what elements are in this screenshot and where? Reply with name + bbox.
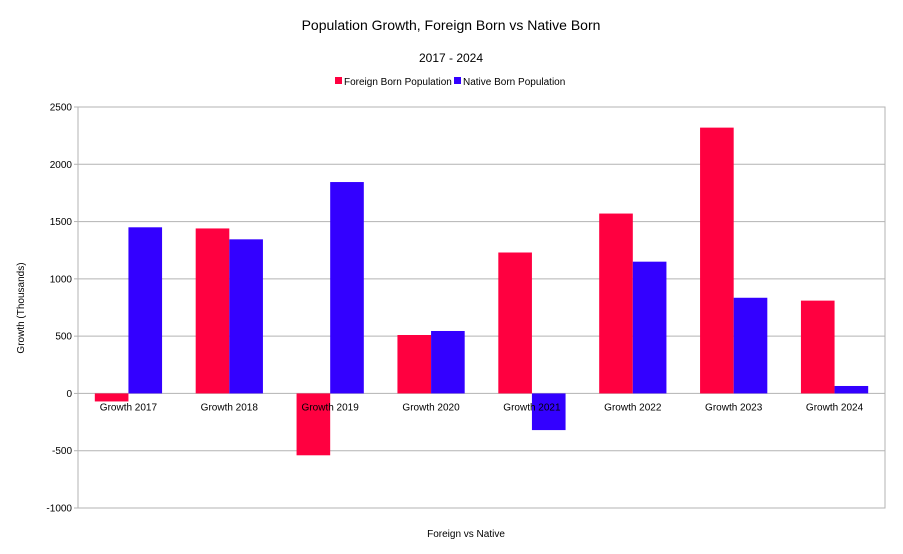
legend-swatch-native <box>454 77 461 84</box>
bar-foreign <box>700 127 734 394</box>
x-tick-label: Growth 2021 <box>503 402 561 413</box>
y-tick-label: 500 <box>55 332 72 343</box>
y-tick-label: 0 <box>66 389 72 400</box>
y-tick-label: 1500 <box>50 217 73 228</box>
x-tick-label: Growth 2023 <box>705 402 763 413</box>
x-tick-label: Growth 2024 <box>806 402 864 413</box>
x-tick-label: Growth 2022 <box>604 402 662 413</box>
bar-native <box>531 393 566 431</box>
legend-swatch-foreign <box>335 77 342 84</box>
bar-foreign <box>296 393 331 456</box>
x-tick-label: Growth 2017 <box>100 402 158 413</box>
legend-label-foreign: Foreign Born Population <box>344 77 452 88</box>
x-tick-label: Growth 2018 <box>201 402 259 413</box>
y-tick-label: -1000 <box>46 504 72 515</box>
bar-native <box>431 330 465 394</box>
x-axis-label: Foreign vs Native <box>427 529 505 540</box>
bar-native <box>632 261 667 394</box>
bar-foreign <box>800 300 835 394</box>
bar-foreign <box>195 228 230 394</box>
y-tick-label: -500 <box>52 446 72 457</box>
plot-area: 2500 2000 1500 1000 500 0 -500 -1000 Growth 2017… <box>46 103 886 515</box>
bar-foreign <box>498 252 532 394</box>
bar-native <box>330 182 364 394</box>
legend: Foreign Born Population Native Born Popu… <box>335 77 565 88</box>
y-tick-label: 1000 <box>50 274 73 285</box>
chart-subtitle: 2017 - 2024 <box>419 51 483 65</box>
x-tick-label: Growth 2020 <box>402 402 460 413</box>
y-tick-label: 2500 <box>50 103 73 114</box>
bar-foreign <box>397 334 432 394</box>
bar-native <box>834 385 869 394</box>
chart-title: Population Growth, Foreign Born vs Nativ… <box>302 17 601 33</box>
y-axis-label: Growth (Thousands) <box>16 262 27 353</box>
bar-native <box>229 239 263 394</box>
x-tick-label: Growth 2019 <box>302 402 360 413</box>
bar-foreign <box>94 393 129 402</box>
legend-label-native: Native Born Population <box>463 77 565 88</box>
bar-native <box>733 297 768 394</box>
y-tick-label: 2000 <box>50 160 73 171</box>
bar-native <box>128 227 163 394</box>
bar-foreign <box>599 213 633 394</box>
plot-frame <box>77 106 886 509</box>
